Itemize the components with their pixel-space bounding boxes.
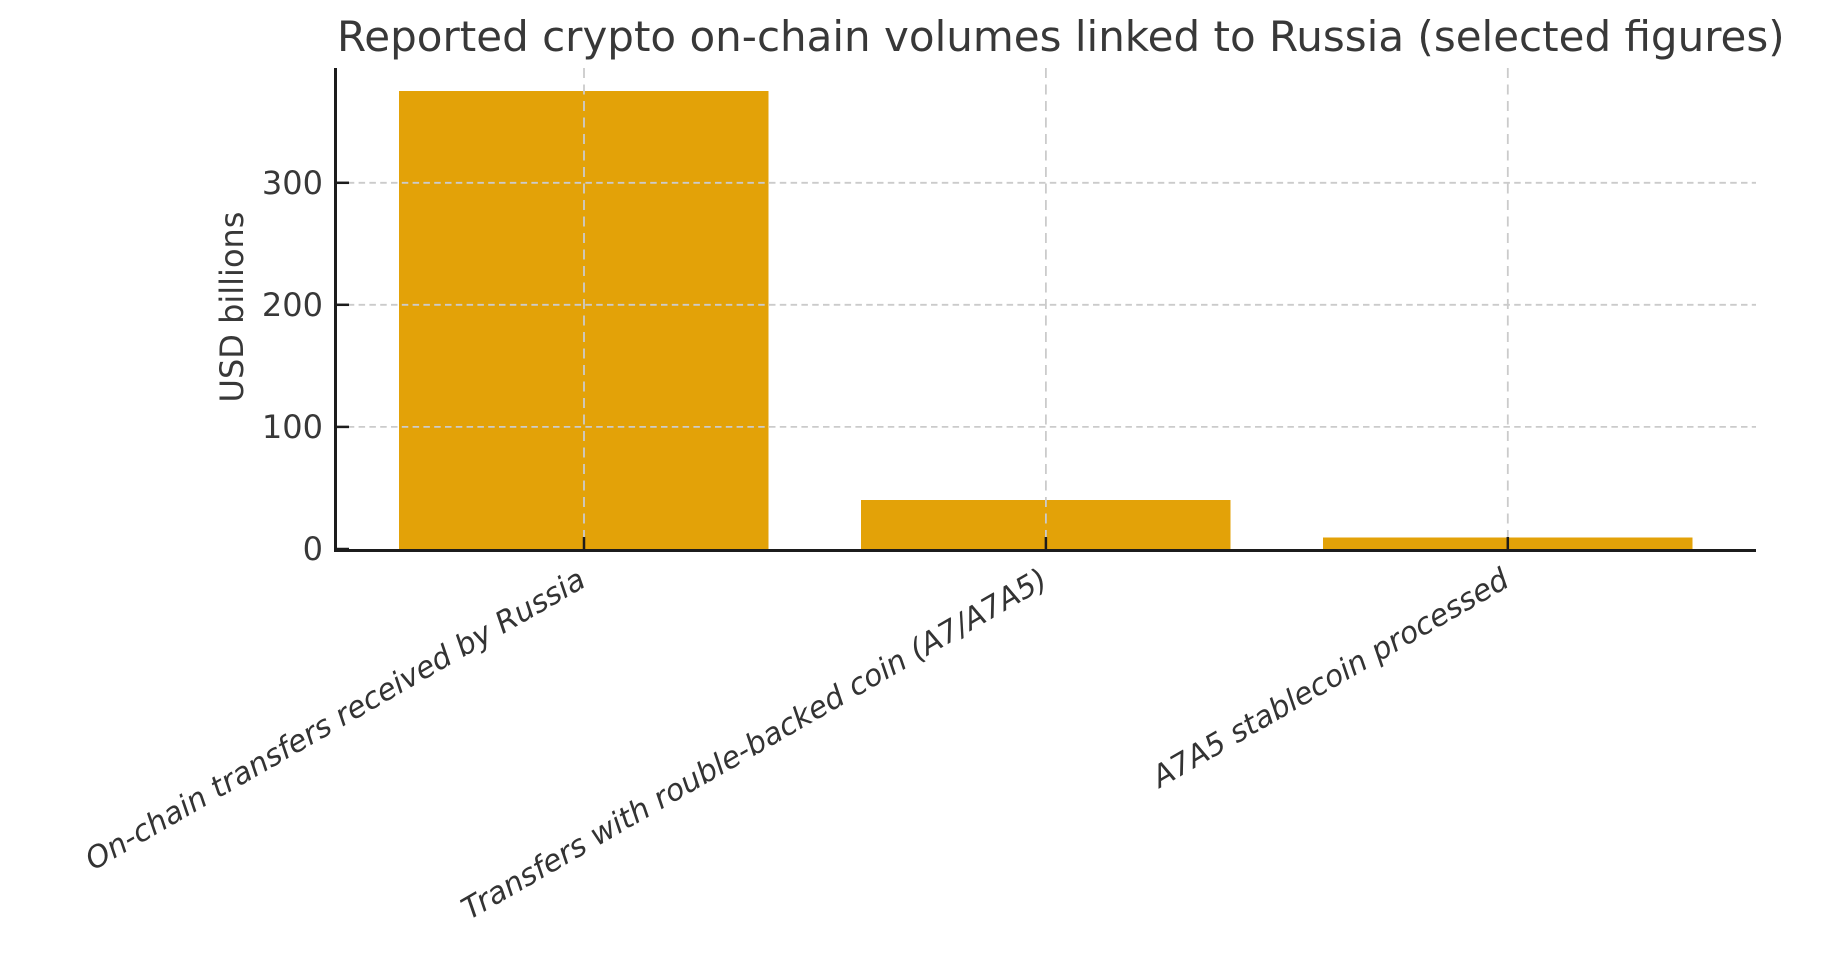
y-tick-label: 0	[302, 530, 323, 568]
chart-title: Reported crypto on-chain volumes linked …	[337, 12, 1785, 61]
y-tick-label: 300	[261, 163, 323, 202]
x-tick-label: A7A5 stablecoin processed	[1146, 562, 1516, 796]
plot-area	[334, 68, 1756, 552]
plot-canvas	[337, 68, 1756, 549]
x-tick-label: On-chain transfers received by Russia	[79, 562, 592, 878]
y-tick-label: 200	[261, 285, 323, 324]
y-axis-label: USD billions	[213, 211, 251, 403]
y-tick-label: 100	[261, 407, 323, 446]
